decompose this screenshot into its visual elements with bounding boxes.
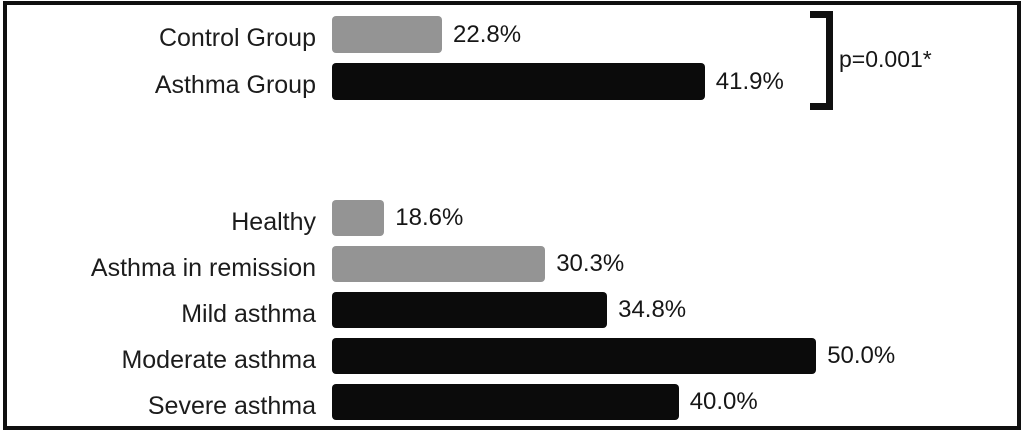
bar-severe-asthma xyxy=(332,384,679,420)
bar-track: 30.3% xyxy=(332,246,1024,282)
chart-area: Control Group 22.8% Asthma Group 41.9% H… xyxy=(0,16,1024,430)
bar-track: 41.9% xyxy=(332,63,1024,100)
p-value-label: p=0.001* xyxy=(839,46,932,72)
value-label-mild-asthma: 34.8% xyxy=(618,296,687,323)
value-label-asthma-group: 41.9% xyxy=(715,67,784,95)
significance-bracket xyxy=(810,11,833,110)
category-label-asthma-in-remission: Asthma in remission xyxy=(90,253,316,282)
value-label-moderate-asthma: 50.0% xyxy=(827,342,896,369)
value-label-asthma-in-remission: 30.3% xyxy=(556,250,625,277)
bar-row-severe-asthma: Severe asthma 40.0% xyxy=(0,384,1024,420)
category-label-severe-asthma: Severe asthma xyxy=(147,391,316,420)
group-gap xyxy=(0,110,1024,200)
value-label-severe-asthma: 40.0% xyxy=(689,388,758,415)
value-label-healthy: 18.6% xyxy=(395,204,464,231)
category-label-mild-asthma: Mild asthma xyxy=(181,299,316,328)
bar-track: 40.0% xyxy=(332,384,1024,420)
bar-asthma-in-remission xyxy=(332,246,546,282)
bar-row-asthma-group: Asthma Group 41.9% xyxy=(0,63,1024,100)
bar-track: 50.0% xyxy=(332,338,1024,374)
value-label-control-group: 22.8% xyxy=(453,20,522,48)
bar-healthy xyxy=(332,200,385,236)
bar-moderate-asthma xyxy=(332,338,817,374)
category-label-control-group: Control Group xyxy=(158,24,316,52)
bar-row-healthy: Healthy 18.6% xyxy=(0,200,1024,236)
bar-row-mild-asthma: Mild asthma 34.8% xyxy=(0,292,1024,328)
bar-row-asthma-in-remission: Asthma in remission 30.3% xyxy=(0,246,1024,282)
bar-control-group xyxy=(332,16,442,53)
category-label-healthy: Healthy xyxy=(231,207,316,236)
bar-track: 34.8% xyxy=(332,292,1024,328)
bar-track: 22.8% xyxy=(332,16,1024,53)
bar-row-control-group: Control Group 22.8% xyxy=(0,16,1024,53)
bar-track: 18.6% xyxy=(332,200,1024,236)
bar-row-moderate-asthma: Moderate asthma 50.0% xyxy=(0,338,1024,374)
category-label-moderate-asthma: Moderate asthma xyxy=(121,345,316,374)
category-label-asthma-group: Asthma Group xyxy=(154,71,316,99)
bar-asthma-group xyxy=(332,63,705,100)
bar-mild-asthma xyxy=(332,292,608,328)
